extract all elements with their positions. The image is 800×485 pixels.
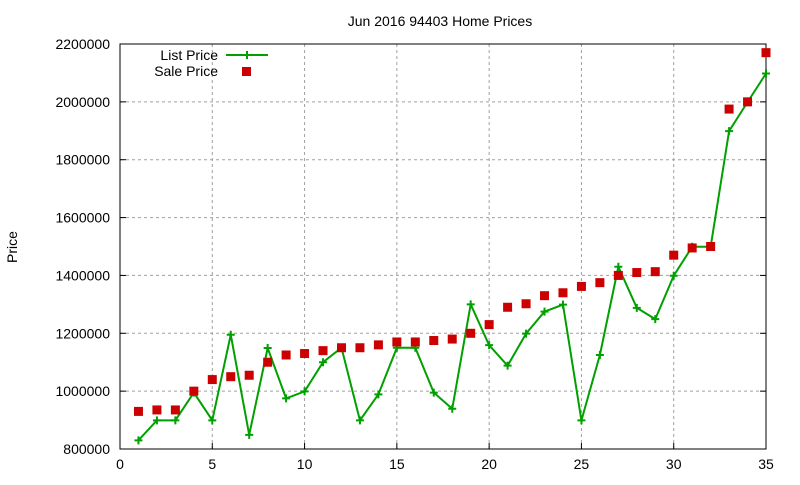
list-price-point	[152, 416, 161, 425]
list-price-point	[503, 361, 512, 370]
y-tick-label: 1400000	[55, 267, 110, 283]
sale-price-point	[484, 320, 494, 330]
legend-marker-sale-price	[242, 67, 251, 76]
x-tick-label: 35	[758, 456, 774, 472]
sale-price-point	[669, 250, 679, 260]
sale-price-point	[392, 337, 402, 347]
legend-label-sale-price: Sale Price	[154, 63, 218, 79]
sale-price-point	[152, 405, 162, 415]
sale-price-point	[650, 267, 660, 277]
sale-price-point	[761, 48, 771, 58]
sale-price-point	[595, 278, 605, 288]
sale-price-point	[281, 350, 291, 360]
list-price-point	[762, 69, 770, 78]
y-tick-label: 800000	[63, 441, 110, 457]
list-price-point	[522, 329, 531, 338]
list-price-point	[263, 344, 272, 353]
list-price-point	[485, 341, 494, 350]
sale-price-point	[558, 288, 568, 298]
sale-price-point	[410, 337, 420, 347]
x-tick-label: 10	[297, 456, 313, 472]
list-price-point	[282, 394, 291, 403]
sale-price-point	[466, 328, 476, 338]
sale-price-point	[706, 242, 716, 251]
list-price-point	[171, 416, 180, 425]
sale-price-point	[373, 340, 383, 350]
sale-price-point	[300, 349, 310, 359]
list-price-point	[355, 416, 364, 425]
sale-price-point	[521, 299, 531, 309]
list-price-point	[632, 303, 641, 312]
legend-label-list-price: List Price	[160, 47, 218, 63]
plot-border	[119, 43, 767, 450]
list-price-point	[558, 300, 567, 309]
x-tick-label: 30	[666, 456, 682, 472]
list-price-point	[466, 300, 475, 309]
x-tick-label: 0	[116, 456, 124, 472]
sale-price-point	[207, 375, 217, 385]
list-price-point	[429, 388, 438, 397]
list-price-point	[725, 127, 734, 136]
y-tick-label: 1200000	[55, 325, 110, 341]
list-price-point	[540, 307, 549, 316]
grid	[120, 44, 766, 449]
list-price-point	[226, 330, 235, 339]
list-price-point	[577, 416, 586, 425]
sale-price-point	[613, 270, 623, 280]
list-price-point	[614, 262, 623, 271]
list-price-point	[374, 390, 383, 399]
list-price-point	[134, 436, 143, 445]
list-price-point	[300, 387, 309, 396]
sale-price-point	[263, 357, 273, 367]
y-tick-label: 1800000	[55, 152, 110, 168]
y-tick-label: 2000000	[55, 94, 110, 110]
series	[133, 48, 771, 445]
x-tick-label: 20	[481, 456, 497, 472]
sale-price-point	[687, 243, 697, 253]
sale-price-point	[355, 343, 365, 353]
sale-price-point	[226, 372, 236, 382]
chart-title: Jun 2016 94403 Home Prices	[348, 13, 532, 29]
y-tick-label: 2200000	[55, 36, 110, 52]
sale-price-point	[503, 302, 513, 312]
y-tick-label: 1000000	[55, 383, 110, 399]
sale-price-point	[429, 336, 439, 346]
sale-price-point	[318, 346, 328, 356]
sale-price-point	[336, 343, 346, 353]
sale-price-point	[743, 97, 753, 107]
x-tick-label: 25	[574, 456, 590, 472]
legend-marker-list-price	[243, 51, 251, 59]
sale-price-point	[170, 405, 180, 415]
list-price-point	[208, 416, 217, 425]
ticks: 0 5 10 15 20 25 30 35 800000 1000000 1200000 140000…	[55, 36, 774, 472]
sale-price-point	[189, 386, 199, 396]
list-price-point	[448, 404, 457, 413]
y-axis-label: Price	[4, 231, 20, 263]
list-price-point	[651, 315, 660, 324]
sale-price-point	[244, 370, 254, 380]
x-tick-label: 5	[208, 456, 216, 472]
sale-price-point	[540, 291, 550, 301]
sale-price-point	[447, 334, 457, 344]
legend: List Price Sale Price	[154, 47, 268, 79]
sale-price-point	[576, 281, 586, 291]
list-price-point	[669, 271, 678, 280]
sale-price-point	[724, 104, 734, 114]
y-tick-label: 1600000	[55, 210, 110, 226]
list-price-point	[319, 358, 328, 367]
list-price-point	[595, 350, 604, 359]
sale-price-point	[632, 268, 642, 278]
x-tick-label: 15	[389, 456, 405, 472]
list-price-point	[245, 430, 254, 439]
sale-price-point	[133, 406, 143, 416]
